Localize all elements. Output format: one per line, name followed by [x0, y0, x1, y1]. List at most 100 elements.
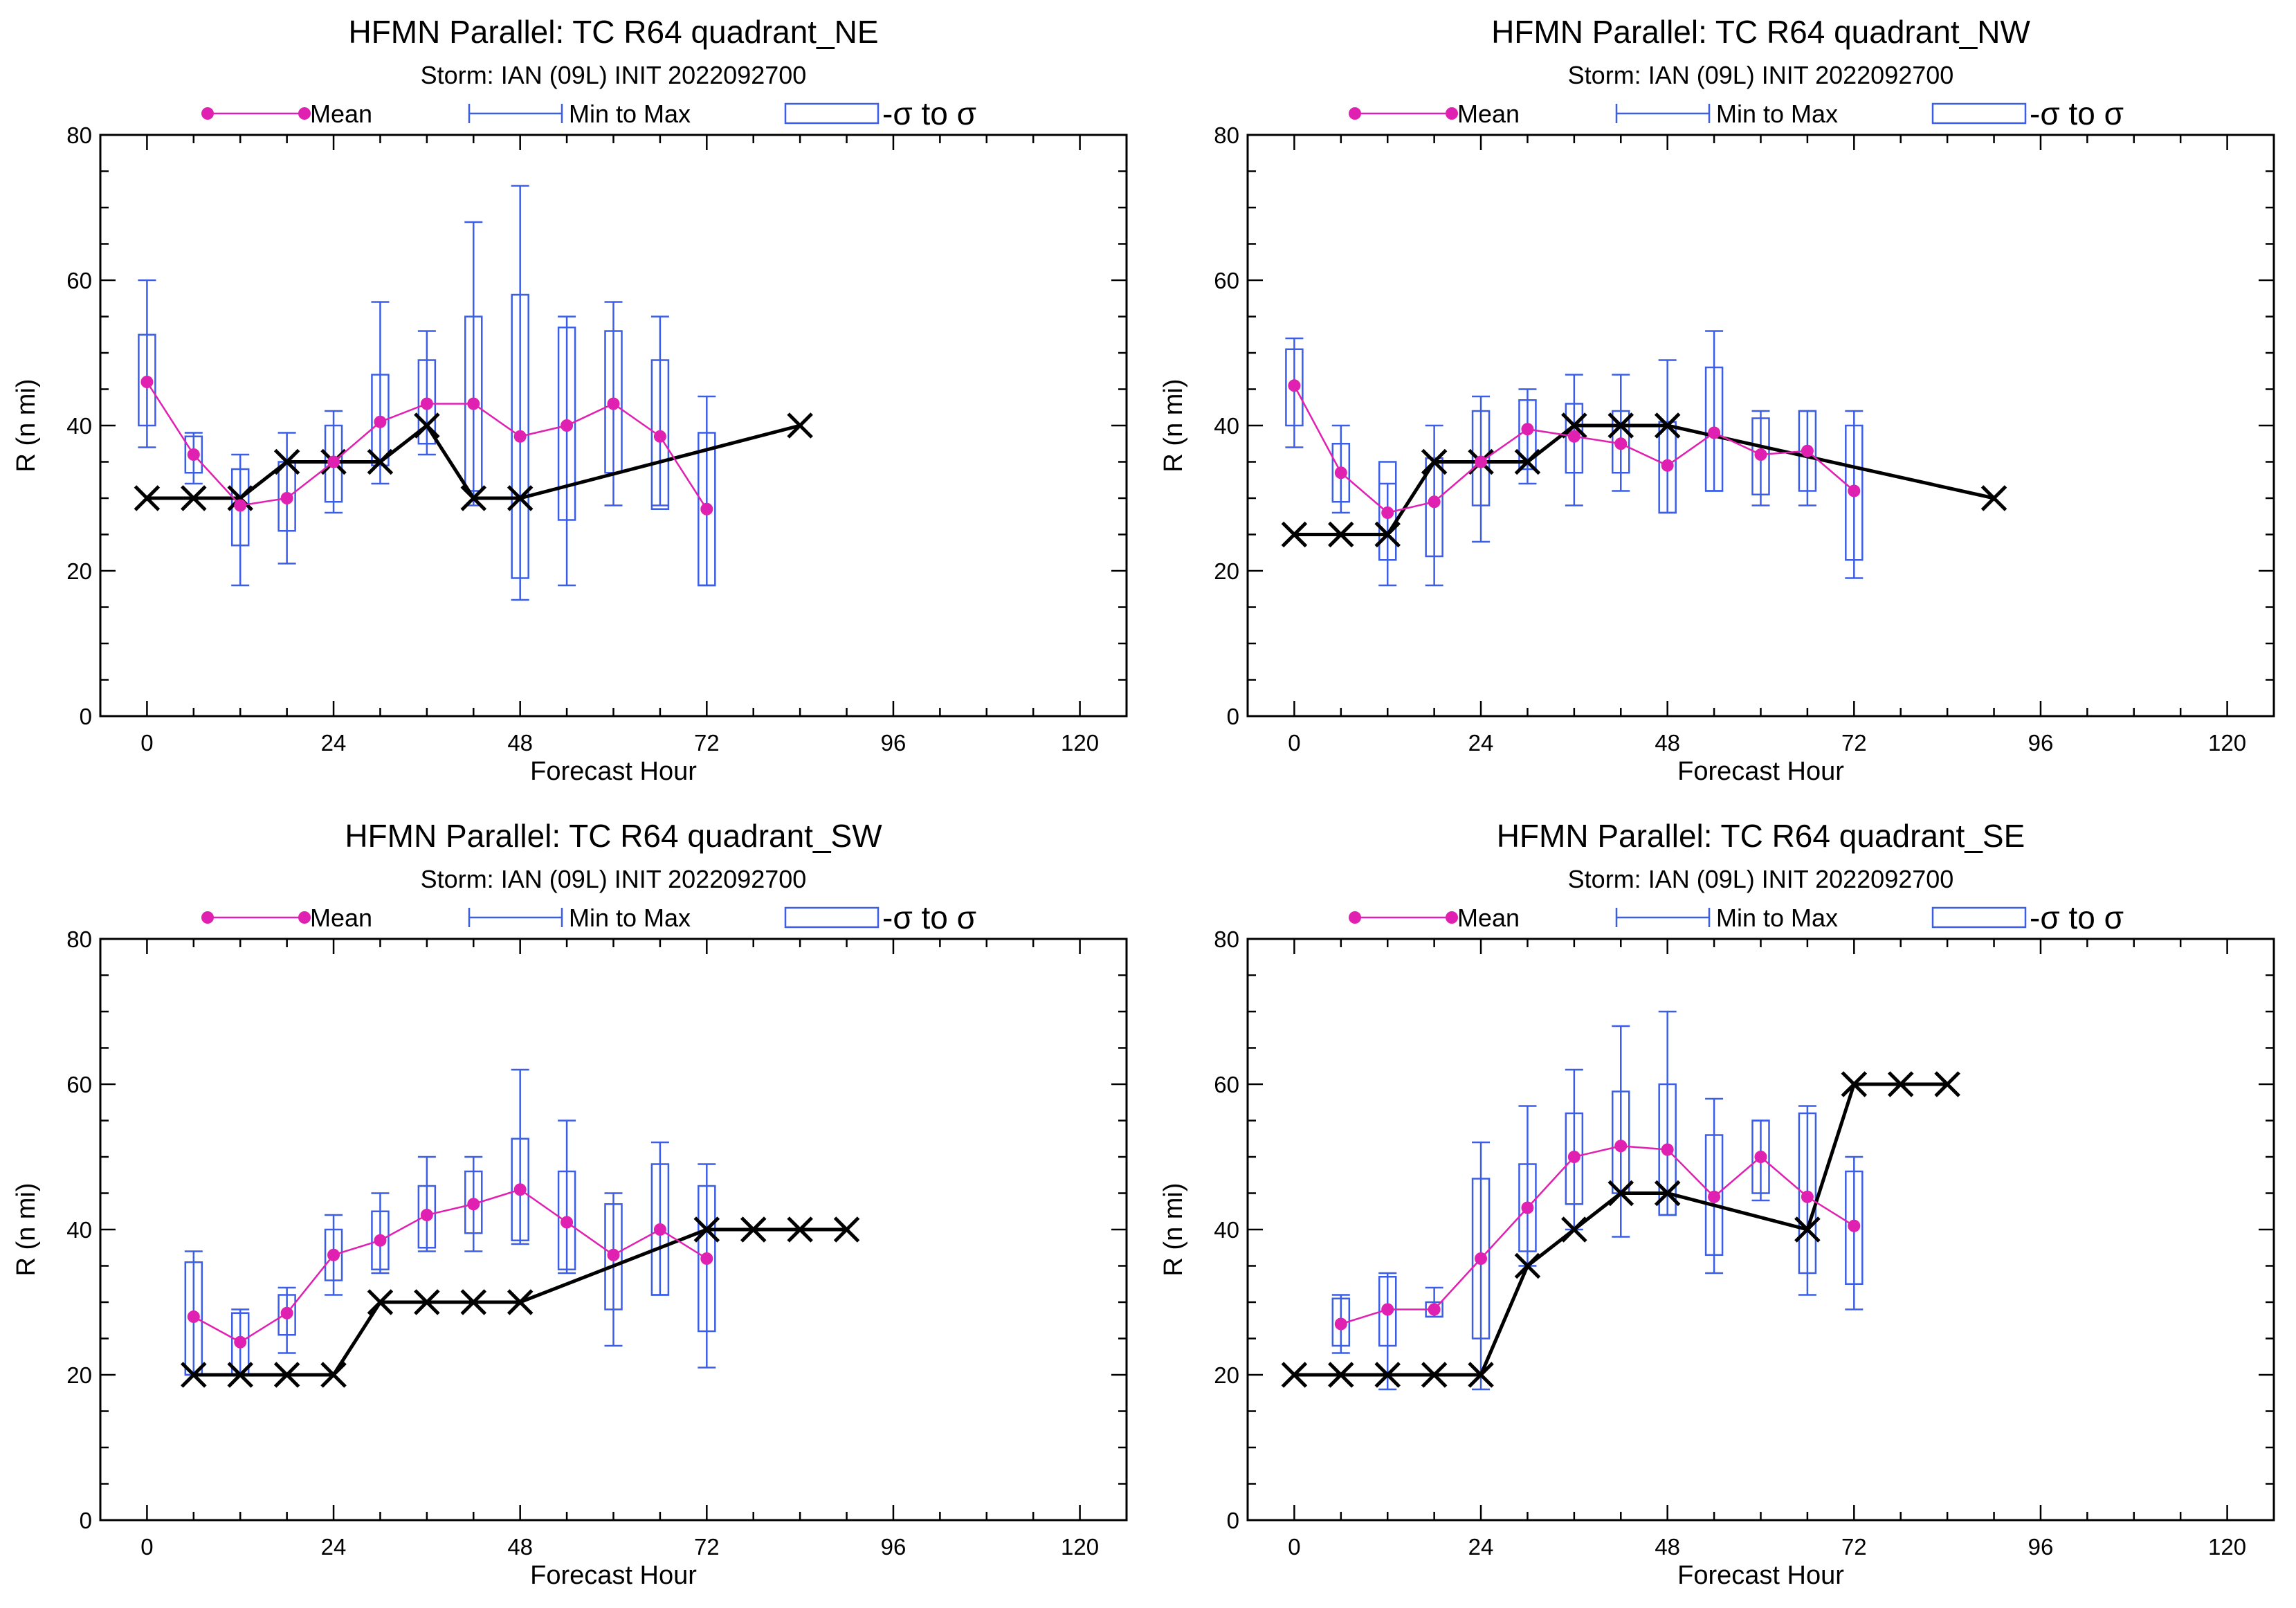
best-track-marker	[1841, 1071, 1868, 1097]
sigma-box	[557, 327, 576, 521]
mean-line	[1340, 1144, 1855, 1325]
legend: Mean Min to Max -σ to σ	[201, 95, 976, 131]
x-tick-label: 24	[1468, 730, 1494, 756]
best-track-marker	[693, 1216, 720, 1243]
sigma-box	[557, 1170, 576, 1270]
sigma-box	[417, 1185, 437, 1249]
mean-point	[1521, 423, 1534, 436]
y-tick-label: 0	[80, 704, 92, 729]
best-track-marker	[1374, 1362, 1401, 1388]
x-axis-label: Forecast Hour	[530, 757, 697, 786]
y-tick-label: 80	[66, 926, 92, 952]
x-tick-label: 72	[694, 730, 720, 756]
legend: Mean Min to Max -σ to σ	[1349, 95, 2124, 131]
sigma-box	[1565, 1112, 1584, 1205]
mean-point	[420, 397, 433, 410]
mean-point	[420, 1209, 433, 1221]
y-tick-label: 40	[66, 1217, 92, 1243]
best-track-line	[147, 423, 801, 500]
mean-point	[607, 397, 620, 410]
sigma-box	[1751, 417, 1770, 495]
mean-point	[327, 1248, 340, 1261]
best-track-marker	[273, 448, 300, 475]
series-best-track	[134, 412, 813, 511]
y-tick-label: 60	[66, 1072, 92, 1097]
best-track-marker	[367, 448, 394, 475]
mean-point	[653, 1223, 666, 1236]
sigma-box	[650, 359, 670, 510]
chart-subtitle: Storm: IAN (09L) INIT 2022092700	[421, 865, 807, 893]
y-axis-label: R (n mi)	[12, 1182, 41, 1276]
x-tick-label: 24	[1468, 1534, 1494, 1560]
x-tick-label: 48	[507, 730, 533, 756]
best-track-marker	[833, 1216, 860, 1243]
legend-sigma-box	[784, 102, 880, 125]
mean-point	[607, 1248, 620, 1261]
legend-mean-label: Mean	[310, 100, 372, 128]
sigma-box	[138, 334, 156, 427]
y-tick-label: 0	[1227, 1508, 1239, 1533]
best-track-marker	[227, 485, 253, 511]
best-track-marker	[507, 1289, 534, 1315]
mean-point	[374, 1234, 387, 1247]
mean-point	[234, 1335, 247, 1349]
mean-point	[280, 1306, 293, 1319]
sigma-box	[604, 1203, 623, 1310]
plot-frame	[1246, 938, 2275, 1522]
sigma-box	[1704, 366, 1724, 492]
mean-point	[1661, 1143, 1674, 1156]
x-tick-label: 0	[1288, 1534, 1300, 1560]
legend-mean-marker	[1446, 107, 1458, 120]
x-tick-label: 96	[2028, 1534, 2054, 1560]
x-tick-label: 48	[1655, 1534, 1680, 1560]
sigma-box	[371, 1210, 390, 1270]
best-track-marker	[1607, 1180, 1634, 1207]
sigma-box	[1425, 457, 1443, 558]
series-best-track	[1281, 412, 2007, 548]
mean-point	[1661, 459, 1674, 472]
legend-mean-marker	[1446, 911, 1458, 924]
y-tick-label: 80	[1214, 122, 1239, 148]
mean-point	[1475, 1252, 1488, 1265]
y-tick-label: 80	[66, 122, 92, 148]
best-track-marker	[1281, 521, 1308, 548]
mean-point	[1567, 1151, 1580, 1163]
best-track-marker	[181, 485, 207, 511]
sigma-box	[371, 374, 390, 466]
chart-panel-nw: HFMN Parallel: TC R64 quadrant_NW Storm: …	[1159, 14, 2275, 786]
sigma-box	[1845, 1170, 1864, 1285]
legend-range-label: Min to Max	[1716, 904, 1838, 932]
sigma-box	[1518, 1163, 1537, 1252]
mean-point	[1754, 448, 1767, 461]
x-tick-label: 72	[1841, 730, 1867, 756]
mean-point	[467, 1198, 480, 1211]
mean-point	[140, 376, 154, 388]
best-track-marker	[1421, 448, 1448, 475]
mean-point	[1288, 379, 1301, 392]
mean-point	[327, 455, 340, 468]
chart-panel-ne: HFMN Parallel: TC R64 quadrant_NE Storm: …	[12, 14, 1128, 786]
x-tick-label: 0	[1288, 730, 1300, 756]
best-track-marker	[181, 1362, 207, 1388]
sigma-box	[324, 424, 343, 503]
mean-point	[561, 419, 574, 432]
mean-point	[513, 1183, 527, 1196]
best-track-marker	[1514, 1252, 1541, 1279]
series-mean	[1334, 1140, 1861, 1331]
mean-point	[653, 430, 666, 443]
legend: Mean Min to Max -σ to σ	[201, 899, 976, 935]
mean-point	[1381, 1303, 1394, 1316]
best-track-marker	[1654, 412, 1681, 439]
x-axis-label: Forecast Hour	[1677, 757, 1844, 786]
mean-point	[561, 1216, 574, 1229]
sigma-box	[1285, 348, 1304, 427]
best-track-line	[193, 1227, 847, 1377]
legend-mean-marker	[201, 911, 214, 924]
mean-point	[467, 397, 480, 410]
sigma-box	[1471, 410, 1491, 506]
best-track-marker	[507, 485, 534, 511]
best-track-marker	[227, 1362, 253, 1388]
best-track-marker	[1374, 521, 1401, 548]
y-axis: 0 20 40 60 80 R (n mi)	[12, 122, 1127, 729]
mean-point	[1708, 1190, 1721, 1203]
